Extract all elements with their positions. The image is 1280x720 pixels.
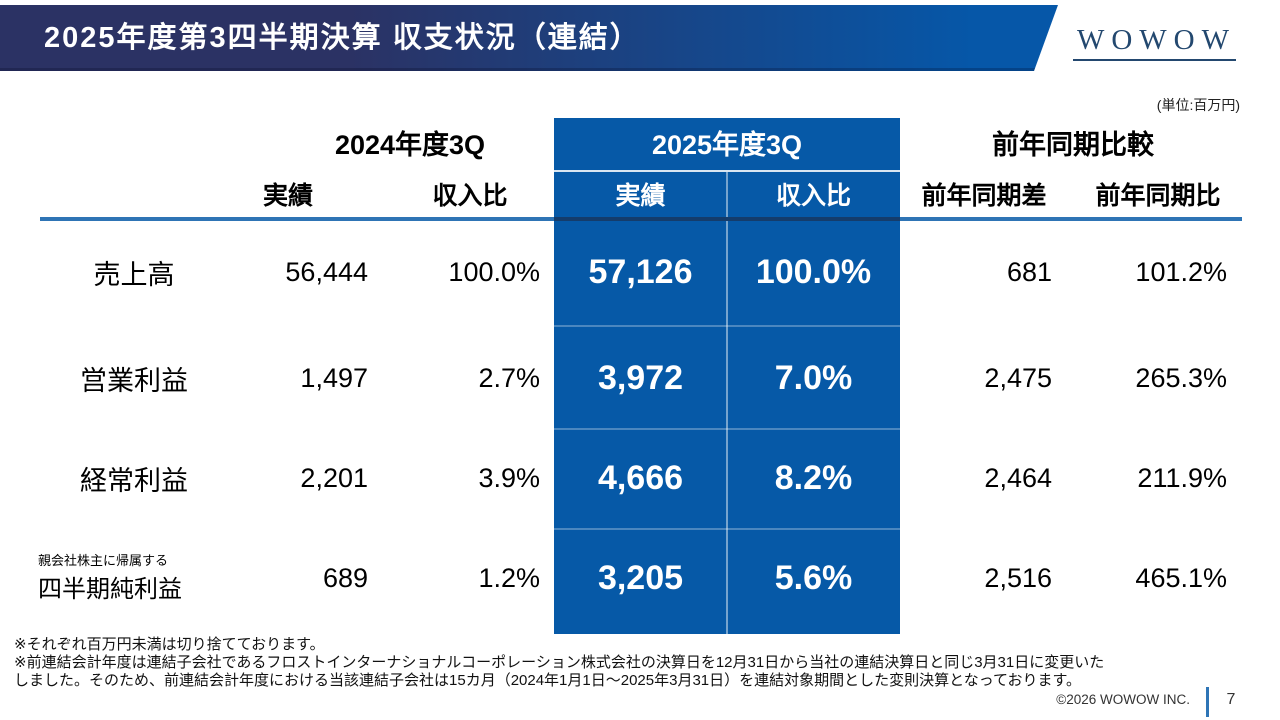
footnote: ※前連結会計年度は連結子会社であるフロストインターナショナルコーポレーション株式… — [14, 654, 1105, 671]
cell-2025-ratio: 7.0% — [774, 359, 853, 397]
subheader-2025-ratio: 収入比 — [775, 182, 851, 210]
highlight-column-divider — [726, 172, 728, 634]
subheader-2025-actual: 実績 — [615, 182, 666, 210]
highlight-row-divider — [554, 428, 900, 430]
cell-2024-ratio: 1.2% — [478, 563, 540, 593]
table-row-ordinary-profit: 経常利益 2,201 3.9% 4,666 8.2% 2,464 211.9% — [0, 438, 1280, 518]
cell-yoy-ratio: 101.2% — [1135, 257, 1227, 287]
cell-2024-actual: 56,444 — [285, 257, 368, 287]
highlight-header-divider — [554, 170, 900, 172]
page-number-divider — [1206, 687, 1209, 717]
row-label: 経常利益 — [28, 438, 240, 518]
cell-2024-ratio: 100.0% — [448, 257, 540, 287]
footnote: ※それぞれ百万円未満は切り捨てております。 — [14, 636, 325, 653]
copyright-text: ©2026 WOWOW INC. — [1056, 692, 1190, 707]
cell-2025-ratio: 8.2% — [774, 459, 853, 497]
row-label-main: 四半期純利益 — [38, 575, 182, 603]
row-label-main: 売上高 — [93, 259, 175, 290]
subheader-yoy-ratio: 前年同期比 — [1095, 182, 1221, 210]
cell-2024-actual: 1,497 — [300, 363, 368, 393]
footnote: しました。そのため、前連結会計年度における当該連結子会社は15カ月（2024年1… — [14, 672, 1081, 689]
row-label: 親会社株主に帰属する 四半期純利益 — [28, 538, 250, 618]
cell-2024-actual: 2,201 — [300, 463, 368, 493]
table-row-sales: 売上高 56,444 100.0% 57,126 100.0% 681 101.… — [0, 232, 1280, 312]
subheader-2024-actual: 実績 — [262, 182, 313, 210]
cell-yoy-diff: 2,475 — [984, 363, 1052, 393]
table-row-operating-profit: 営業利益 1,497 2.7% 3,972 7.0% 2,475 265.3% — [0, 338, 1280, 418]
subheader-yoy-diff: 前年同期差 — [921, 182, 1047, 210]
row-label-main: 営業利益 — [80, 365, 188, 396]
highlight-row-divider — [554, 528, 900, 530]
cell-2024-actual: 689 — [322, 563, 368, 593]
cell-yoy-diff: 681 — [1006, 257, 1052, 287]
table-row-quarterly-net-profit: 親会社株主に帰属する 四半期純利益 689 1.2% 3,205 5.6% 2,… — [0, 538, 1280, 618]
unit-note: (単位:百万円) — [1156, 97, 1240, 113]
cell-yoy-diff: 2,464 — [984, 463, 1052, 493]
page-title: 2025年度第3四半期決算 収支状況（連結） — [44, 22, 641, 54]
cell-yoy-ratio: 211.9% — [1137, 463, 1227, 493]
highlight-row-divider — [554, 325, 900, 327]
column-group-2025: 2025年度3Q — [651, 130, 803, 160]
column-group-yoy: 前年同期比較 — [992, 130, 1154, 160]
cell-2025-actual: 4,666 — [597, 459, 684, 497]
cell-yoy-ratio: 265.3% — [1135, 363, 1227, 393]
wowow-logo: WOWOW — [1072, 24, 1236, 61]
title-banner: 2025年度第3四半期決算 収支状況（連結） — [0, 5, 1058, 71]
column-group-2024: 2024年度3Q — [334, 130, 486, 160]
table-header-rule-highlight — [554, 217, 900, 221]
row-label-main: 経常利益 — [80, 465, 188, 496]
row-label: 営業利益 — [28, 338, 240, 418]
row-label: 売上高 — [28, 232, 240, 312]
current-quarter-highlight — [554, 118, 900, 634]
subheader-2024-ratio: 収入比 — [432, 182, 508, 210]
page-number: 7 — [1226, 691, 1236, 708]
cell-2025-actual: 3,205 — [597, 559, 684, 597]
cell-2024-ratio: 3.9% — [478, 463, 540, 493]
cell-2025-actual: 3,972 — [597, 359, 684, 397]
cell-2025-ratio: 100.0% — [755, 253, 872, 291]
cell-yoy-ratio: 465.1% — [1135, 563, 1227, 593]
cell-2025-ratio: 5.6% — [774, 559, 853, 597]
cell-2024-ratio: 2.7% — [478, 363, 540, 393]
row-label-note: 親会社株主に帰属する — [38, 552, 169, 568]
cell-2025-actual: 57,126 — [588, 253, 693, 291]
cell-yoy-diff: 2,516 — [984, 563, 1052, 593]
